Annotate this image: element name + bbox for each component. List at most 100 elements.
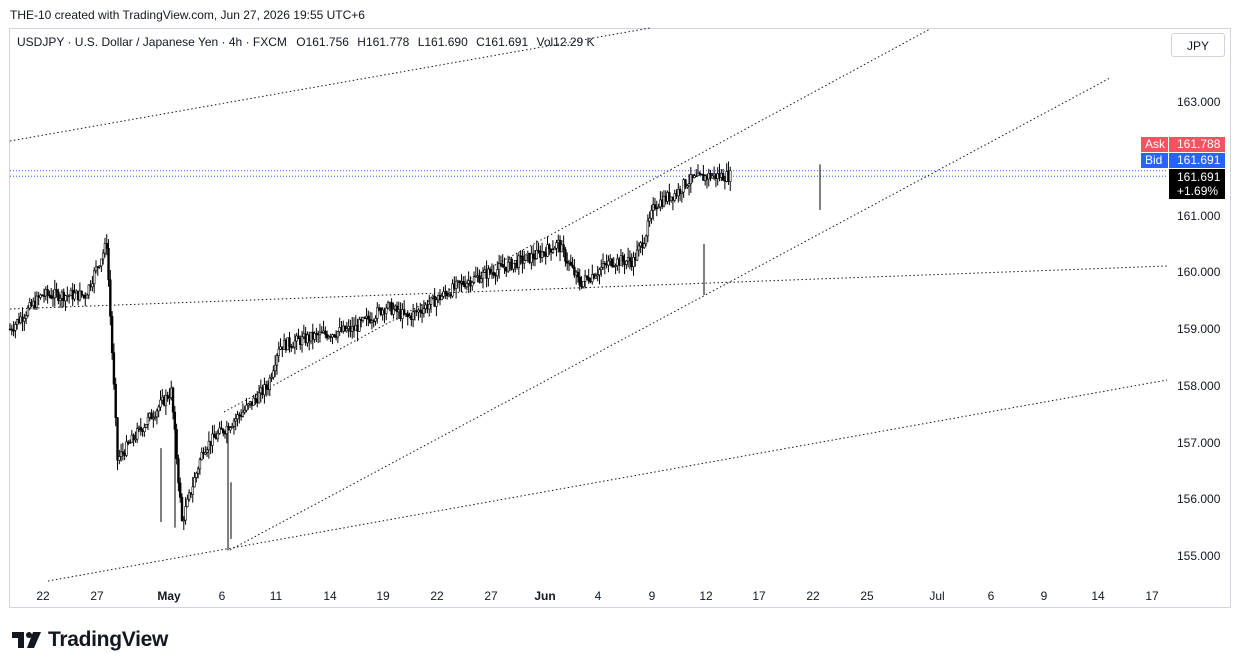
candle-body [392,308,395,315]
candle-body [465,282,469,288]
candle-body [376,307,379,319]
candle-body [35,295,39,308]
candle-body [429,297,433,305]
candle-body [501,264,504,268]
candle-body [648,217,651,222]
candle-body [152,417,155,420]
candle-body [78,290,82,301]
candle-body [625,260,628,265]
candle-body [481,271,485,279]
candle-body [562,244,565,250]
candle-body [175,429,178,459]
candle-body [94,266,98,272]
candle-body [134,438,137,441]
candle-body [546,244,549,257]
candle-body [288,337,291,347]
candle-body [80,290,83,296]
candle-body [204,452,207,455]
candle-body [601,262,605,268]
price-axis-label: 159.000 [1177,322,1221,336]
time-axis-label: 6 [987,589,995,603]
candle-body [254,397,257,400]
candle-body [729,170,732,182]
candle-body [139,426,142,431]
time-axis-label: 4 [594,589,602,603]
candle-body [435,299,438,307]
candle-body [496,269,499,277]
candle-body [497,263,501,270]
tradingview-logo[interactable]: TradingView [12,628,168,652]
candle-body [186,498,189,507]
candle-body [531,253,535,259]
candle-body [51,297,55,299]
bid-price-tag: 161.691 [1169,153,1225,168]
trend-line [47,379,1168,582]
candle-body [23,318,26,322]
candle-body [678,188,682,194]
time-axis-label: 27 [484,589,498,603]
candle-body [721,173,725,181]
candle-body [150,412,153,420]
symbol-name: USDJPY · U.S. Dollar / Japanese Yen · 4h… [17,35,287,49]
candle-body [553,247,556,251]
time-axis-label: 14 [323,589,337,603]
candle-body [698,172,701,175]
candle-body [523,260,526,264]
candle-body [107,248,110,281]
candle-body [270,377,273,379]
candle-body [569,261,572,266]
candle-body [46,289,49,296]
candle-body [576,271,580,278]
price-axis-label: 161.000 [1177,208,1221,223]
candle-body [610,258,614,267]
ask-price-tag: 161.788 [1169,137,1225,152]
candle-body [272,370,275,378]
candle-body [318,331,322,336]
candle-body [275,355,279,366]
candle-body [112,352,116,385]
candle-body [300,336,304,346]
price-axis-label: 156.000 [1177,492,1221,507]
time-axis-label: 12 [699,589,713,603]
candle-body [218,427,221,434]
price-axis-label: 158.000 [1177,378,1221,393]
candle-body [614,265,617,267]
candle-body [499,263,503,265]
candle-body [222,429,225,434]
price-axis-label: 160.000 [1177,265,1221,280]
candle-body [144,424,148,428]
ohlc-close: C161.691 [476,35,529,49]
candle-body [487,268,490,279]
candle-body [571,264,574,268]
candle-body [143,427,146,432]
candle-body [422,308,426,314]
candle-body [637,245,641,251]
candle-body [243,409,246,413]
candle-body [517,255,521,268]
candle-body [114,383,117,419]
candle-body [374,318,377,322]
candle-body [187,492,191,500]
candle-body [451,283,454,297]
candle-body [390,302,393,315]
candle-body [585,275,589,278]
candle-body [136,428,139,440]
candle-body [87,284,91,296]
candle-body [118,456,121,461]
candle-body [687,183,691,186]
candle-body [551,249,555,253]
candle-body [168,397,171,399]
candle-body [555,242,558,249]
candle-body [193,477,196,488]
candle-body [153,416,157,419]
time-axis-label: 17 [752,589,766,603]
candle-body [211,433,214,446]
candle-body [324,330,327,335]
currency-button[interactable]: JPY [1171,33,1225,57]
candle-body [273,364,277,372]
candle-body [98,265,101,268]
candle-body [164,395,168,406]
tradingview-logo-icon [12,632,41,648]
time-axis-label: 25 [860,589,874,603]
